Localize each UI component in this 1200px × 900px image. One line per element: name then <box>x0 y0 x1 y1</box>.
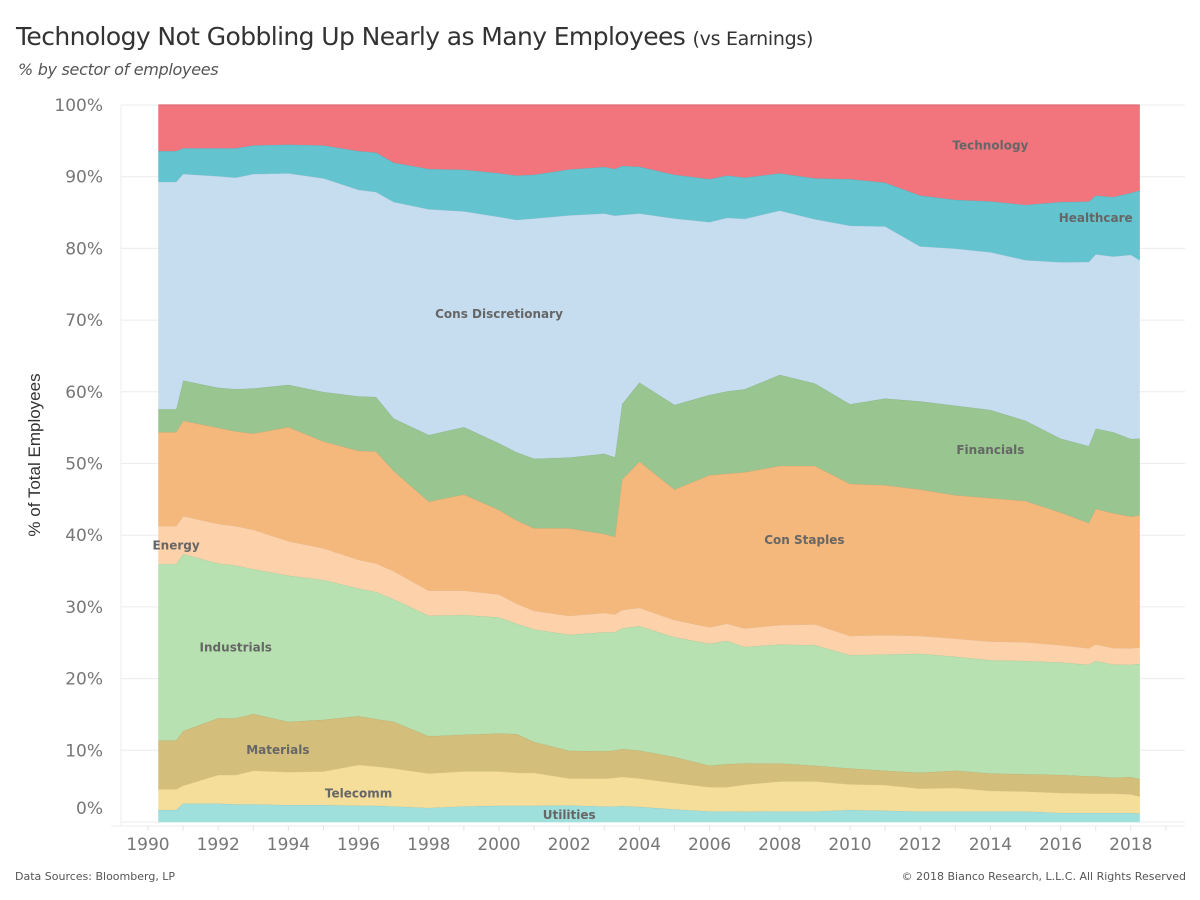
x-tick-label: 2018 <box>1109 835 1152 855</box>
x-tick-label: 2012 <box>899 835 942 855</box>
area-label-cons-discretionary: Cons Discretionary <box>435 307 563 321</box>
y-tick-label: 100% <box>54 96 103 116</box>
x-tick-label: 1992 <box>197 835 240 855</box>
y-tick-label: 10% <box>65 741 103 761</box>
area-series <box>158 104 1140 823</box>
y-tick-label: 70% <box>65 311 103 331</box>
chart-title-suffix: (vs Earnings) <box>692 28 814 50</box>
area-label-industrials: Industrials <box>200 640 272 654</box>
x-axis-ticks: 1990 1992 1994 1996 1998 2000 2002 2004 2006 2008… <box>126 826 1167 855</box>
x-tick-label: 2000 <box>477 835 520 855</box>
area-label-technology: Technology <box>952 138 1028 152</box>
x-tick-label: 2014 <box>969 835 1012 855</box>
x-tick-label: 1998 <box>407 835 450 855</box>
x-tick-label: 2004 <box>618 835 661 855</box>
y-tick-label: 40% <box>65 526 103 546</box>
x-tick-label: 2008 <box>758 835 801 855</box>
chart-title: Technology Not Gobbling Up Nearly as Man… <box>16 22 813 51</box>
x-tick-label: 1990 <box>126 835 169 855</box>
chart-title-main: Technology Not Gobbling Up Nearly as Man… <box>16 22 686 51</box>
area-label-energy: Energy <box>152 539 199 553</box>
area-label-con-staples: Con Staples <box>764 533 844 547</box>
y-tick-label: 0% <box>76 799 103 819</box>
x-tick-label: 2002 <box>548 835 591 855</box>
area-label-healthcare: Healthcare <box>1059 211 1133 225</box>
x-tick-label: 1996 <box>337 835 380 855</box>
x-tick-label: 2010 <box>828 835 871 855</box>
area-label-telecomm: Telecomm <box>325 787 392 801</box>
y-tick-label: 90% <box>65 168 103 188</box>
area-label-materials: Materials <box>246 743 309 757</box>
y-axis-title: % of Total Employees <box>25 373 44 536</box>
y-tick-label: 50% <box>65 455 103 475</box>
x-tick-label: 1994 <box>267 835 310 855</box>
data-source-note: Data Sources: Bloomberg, LP <box>15 870 176 883</box>
y-tick-label: 20% <box>65 670 103 690</box>
y-axis-ticks: 0% 10% 20% 30% 40% 50% 60% 70% 80% 90% 100% <box>54 96 103 819</box>
y-tick-label: 80% <box>65 239 103 259</box>
copyright-note: © 2018 Bianco Research, L.L.C. All Right… <box>901 870 1186 883</box>
x-tick-label: 2016 <box>1039 835 1082 855</box>
chart-subtitle: % by sector of employees <box>18 60 219 79</box>
x-tick-label: 2006 <box>688 835 731 855</box>
area-label-utilities: Utilities <box>543 808 596 822</box>
y-tick-label: 60% <box>65 383 103 403</box>
area-label-financials: Financials <box>956 443 1024 457</box>
area-labels: Technology Healthcare Cons Discretionary Fi… <box>152 138 1132 822</box>
y-tick-label: 30% <box>65 598 103 618</box>
